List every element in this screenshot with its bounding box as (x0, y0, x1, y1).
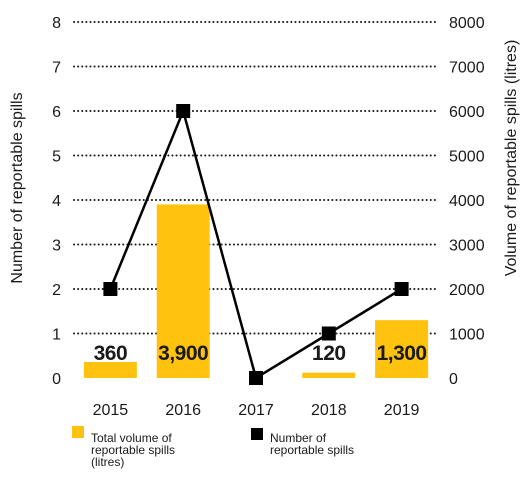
legend-bar-label: Total volume of reportable spills (litre… (91, 431, 178, 469)
left-tick-label: 0 (52, 371, 61, 388)
volume-bar (375, 320, 429, 378)
right-tick-label: 7000 (449, 60, 485, 77)
right-axis-title: Volume of reportable spills (litres) (503, 40, 520, 277)
left-tick-label: 6 (52, 104, 61, 121)
bar-value-labels: 360 3,900 120 1,300 (94, 342, 428, 365)
left-axis-title: Number of reportable spills (9, 92, 26, 283)
count-marker (394, 282, 409, 296)
x-tick-label: 2015 (93, 402, 129, 419)
legend-bar-swatch (72, 426, 84, 438)
x-tick-label: 2016 (165, 402, 201, 419)
right-tick-label: 5000 (449, 149, 485, 166)
bar-value-label: 120 (312, 342, 346, 365)
right-tick-label: 6000 (449, 104, 485, 121)
x-tick-label: 2019 (384, 402, 420, 419)
x-tick-label: 2017 (238, 402, 274, 419)
left-tick-label: 2 (52, 282, 61, 299)
legend: Total volume of reportable spills (litre… (72, 426, 354, 469)
left-tick-label: 1 (52, 327, 61, 344)
count-marker (249, 371, 263, 385)
legend-line-swatch (251, 428, 263, 440)
axis-ticks: 0 1 2 3 4 5 6 7 8 0 1000 2000 3000 4000 5000 6000 7000 80… (52, 15, 485, 419)
left-tick-label: 8 (52, 15, 61, 32)
right-tick-label: 0 (449, 371, 458, 388)
right-tick-label: 1000 (449, 327, 485, 344)
right-tick-label: 2000 (449, 282, 485, 299)
volume-bar (302, 372, 356, 378)
right-tick-label: 4000 (449, 193, 485, 210)
count-marker (176, 104, 191, 118)
volume-bars (83, 204, 429, 378)
right-tick-label: 8000 (449, 15, 485, 32)
legend-line-label: Number of reportable spills (270, 431, 354, 457)
count-marker (103, 282, 118, 296)
count-marker (321, 326, 336, 341)
left-tick-label: 7 (52, 60, 61, 77)
left-tick-label: 5 (52, 149, 61, 166)
left-tick-label: 4 (52, 193, 61, 210)
bar-value-label: 1,300 (377, 342, 427, 365)
gridlines (73, 21, 439, 335)
bar-value-label: 360 (94, 342, 128, 365)
volume-bar (156, 204, 210, 378)
count-line (103, 104, 409, 385)
left-tick-label: 3 (52, 238, 61, 255)
bar-value-label: 3,900 (158, 342, 208, 365)
volume-bar (83, 361, 137, 378)
right-tick-label: 3000 (449, 238, 485, 255)
x-tick-label: 2018 (311, 402, 347, 419)
